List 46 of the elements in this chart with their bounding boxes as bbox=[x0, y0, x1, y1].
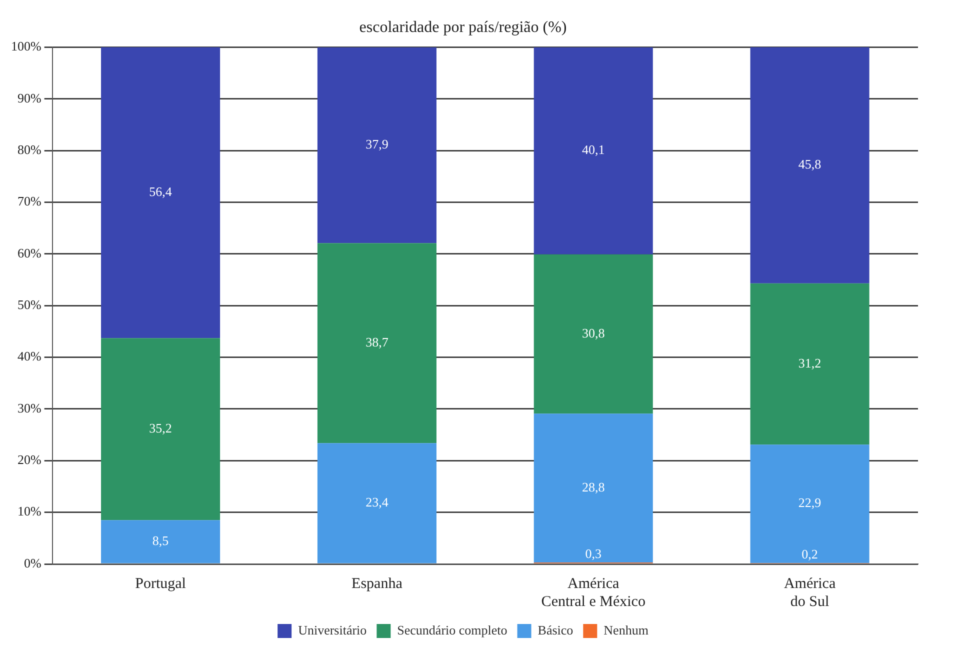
data-label: 35,2 bbox=[149, 420, 172, 436]
data-label: 31,2 bbox=[798, 355, 822, 370]
bar bbox=[317, 243, 436, 444]
y-tick-label: 70% bbox=[17, 194, 42, 209]
y-tick-label: 20% bbox=[17, 452, 42, 468]
data-label: 45,8 bbox=[798, 156, 822, 172]
y-tick-label: 60% bbox=[17, 245, 42, 260]
x-tick-label: Portugal bbox=[135, 576, 186, 592]
bar bbox=[317, 47, 436, 244]
y-tick-label: 100% bbox=[10, 38, 42, 54]
data-label: 37,9 bbox=[366, 136, 388, 152]
data-label: 40,1 bbox=[582, 142, 605, 158]
data-label: 22,9 bbox=[798, 495, 822, 510]
data-label: 56,4 bbox=[149, 184, 172, 199]
data-label: 30,8 bbox=[582, 325, 605, 340]
bar bbox=[317, 443, 436, 564]
legend-label: Secundário completo bbox=[397, 622, 508, 638]
x-tick-label: América Central e México bbox=[541, 576, 646, 610]
y-tick-label: 90% bbox=[17, 90, 42, 106]
data-label: 8,5 bbox=[152, 533, 169, 548]
bar bbox=[750, 283, 870, 445]
bar bbox=[534, 47, 653, 254]
y-tick-label: 30% bbox=[17, 400, 42, 416]
bar bbox=[101, 47, 220, 338]
y-tick-label: 10% bbox=[17, 504, 42, 519]
legend-label: Nenhum bbox=[604, 622, 648, 638]
bar bbox=[750, 47, 870, 284]
legend-label: Básico bbox=[538, 622, 574, 638]
data-label: 23,4 bbox=[366, 494, 389, 510]
y-tick-label: 50% bbox=[17, 297, 42, 312]
data-label: 28,8 bbox=[582, 479, 605, 494]
y-tick-label: 0% bbox=[24, 555, 42, 570]
chart-title: escolaridade por país/região (%) bbox=[359, 18, 567, 36]
data-label: 0,3 bbox=[585, 546, 602, 561]
y-tick-label: 80% bbox=[17, 142, 42, 157]
bar bbox=[101, 338, 220, 520]
bar bbox=[534, 254, 653, 414]
data-label: 0,2 bbox=[802, 546, 818, 562]
bar bbox=[101, 520, 220, 564]
bar bbox=[534, 414, 653, 562]
data-label: 38,7 bbox=[366, 334, 389, 350]
x-tick-label: Espanha bbox=[352, 576, 403, 592]
y-tick-label: 40% bbox=[17, 348, 42, 364]
legend-label: Universitário bbox=[298, 622, 367, 638]
bar bbox=[750, 444, 870, 563]
x-tick-label: América do Sul bbox=[784, 576, 836, 610]
